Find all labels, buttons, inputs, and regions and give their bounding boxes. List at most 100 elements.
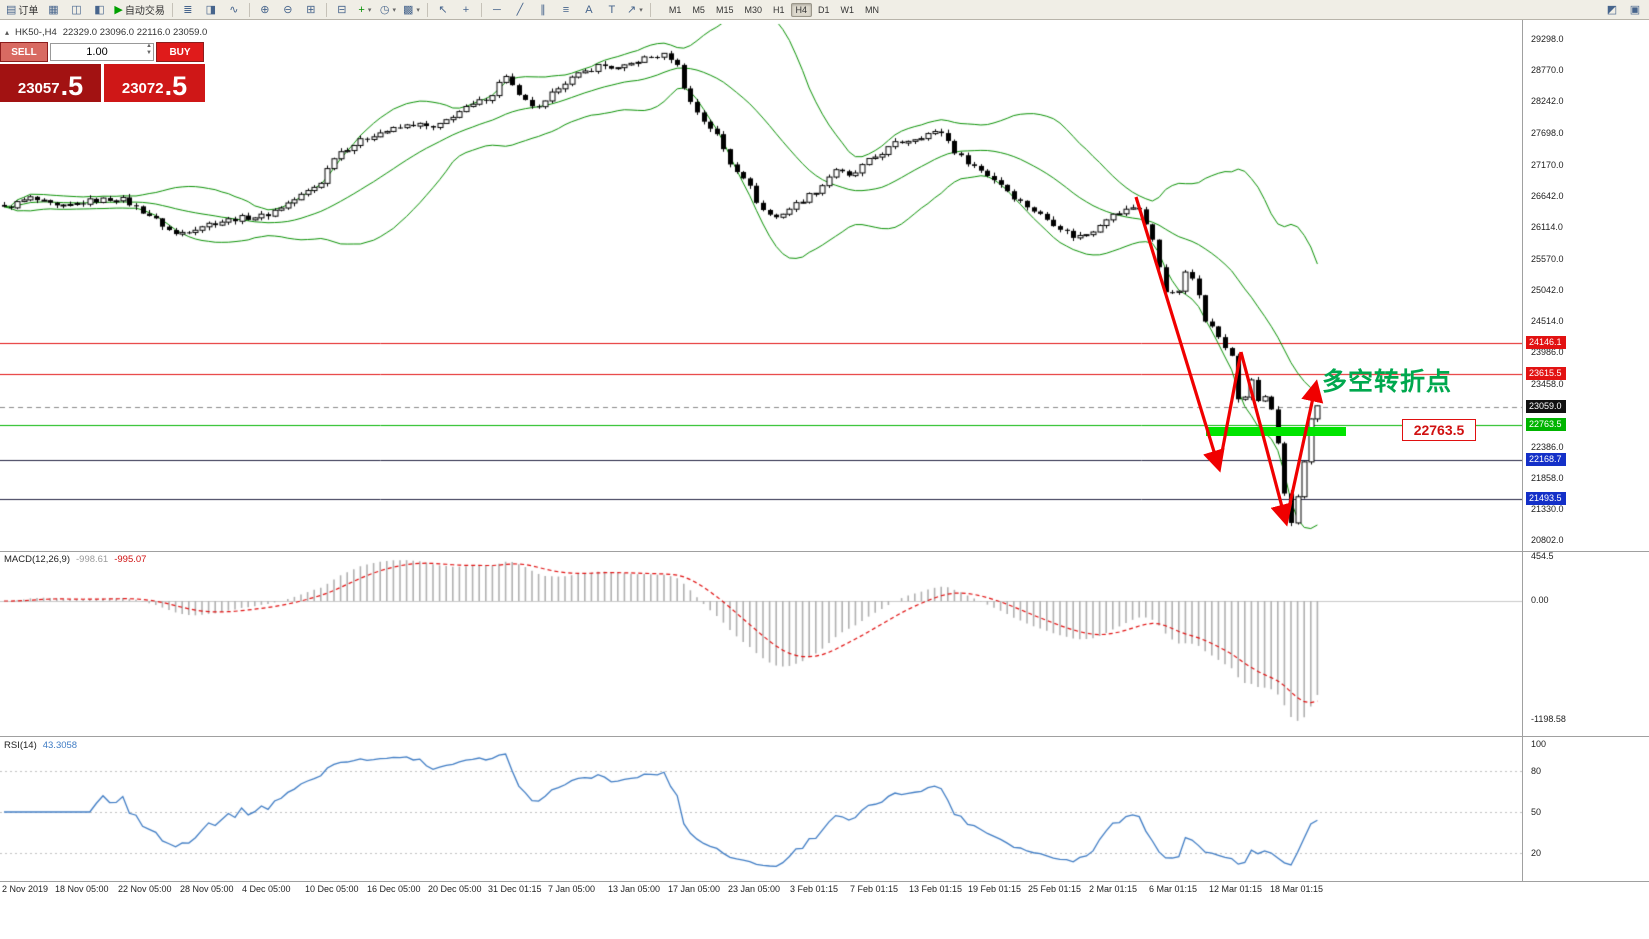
price-axis-label: 22386.0 — [1531, 441, 1564, 452]
zoom-out-button[interactable]: ⊖ — [277, 1, 299, 19]
channel-button[interactable]: ∥ — [532, 1, 554, 19]
sell-button[interactable]: SELL — [0, 42, 48, 62]
timeframe-mn-button[interactable]: MN — [865, 4, 880, 15]
level-price-label[interactable]: 22763.5 — [1402, 419, 1476, 441]
zoom-in-button[interactable]: ⊕ — [254, 1, 276, 19]
buy-button[interactable]: BUY — [156, 42, 204, 62]
navigator-button[interactable]: ◧ — [88, 1, 110, 19]
dropdown-arrow-icon: ▾ — [367, 6, 372, 14]
spinner-down-icon[interactable]: ▼ — [146, 50, 152, 56]
one-click-trade-panel: SELL ▲▼ BUY 23057.5 23072.5 — [0, 42, 208, 102]
channel-icon: ∥ — [540, 3, 546, 16]
indicators-button[interactable]: + ▾ — [354, 1, 376, 19]
autotrade-button[interactable]: ▶ 自动交易 — [111, 1, 167, 19]
macd-scale-top: 454.5 — [1531, 551, 1554, 561]
price-scale: 454.5 0.00 -1198.58 29298.0 28770.0 28242.… — [1526, 0, 1648, 939]
spinner-up-icon[interactable]: ▲ — [146, 43, 152, 49]
price-axis-badge: 22763.5 — [1526, 417, 1566, 431]
data-window-icon: ◫ — [71, 3, 82, 16]
price-axis-badge: 23059.0 — [1526, 400, 1566, 414]
template-button[interactable]: ▩ ▾ — [400, 1, 423, 19]
data-window-button[interactable]: ◫ — [65, 1, 87, 19]
candlestick-chart-button[interactable]: ◨ — [200, 1, 222, 19]
line-chart-button[interactable]: ∿ — [223, 1, 245, 19]
arrows-icon: ↗ — [627, 3, 637, 16]
market-watch-button[interactable]: ▦ — [42, 1, 64, 19]
terminal-button[interactable]: ◩ — [1601, 1, 1623, 19]
symbol-marker-icon: ▴ — [5, 28, 10, 37]
price-axis-label: 23986.0 — [1531, 347, 1564, 358]
horizontal-line-button[interactable]: ─ — [486, 1, 508, 19]
time-axis-label: 20 Dec 05:00 — [428, 884, 482, 894]
timeframe-buttons-group: M1 M5 M15 M30 H1 H4 D1 W1 MN — [664, 2, 884, 17]
text-button[interactable]: A — [578, 1, 600, 19]
tile-windows-icon: ⊟ — [337, 3, 347, 16]
time-axis-label: 2 Nov 2019 — [2, 884, 49, 894]
timeframe-h1-button[interactable]: H1 — [772, 4, 785, 15]
price-axis-label: 28770.0 — [1531, 65, 1564, 76]
crosshair-button[interactable]: + — [455, 1, 477, 19]
turning-point-annotation[interactable]: 多空转折点 — [1322, 368, 1453, 396]
timeframe-h4-button[interactable]: H4 — [790, 2, 813, 17]
new-order-button[interactable]: ▤ 订单 — [3, 1, 41, 19]
time-axis-label: 13 Feb 01:15 — [909, 884, 963, 894]
price-axis-badge: 22168.7 — [1526, 452, 1566, 466]
rsi-scale-label: 20 — [1531, 847, 1542, 858]
sell-price-display[interactable]: 23057.5 — [0, 64, 101, 102]
buy-price-display[interactable]: 23072.5 — [104, 64, 205, 102]
panel-separator[interactable] — [0, 736, 1649, 737]
timeframe-m5-button[interactable]: M5 — [692, 4, 705, 15]
label-button[interactable]: T — [601, 1, 623, 19]
time-axis-label: 6 Mar 01:15 — [1149, 884, 1198, 894]
price-chart-canvas[interactable] — [0, 20, 1522, 883]
time-axis-label: 2 Mar 01:15 — [1089, 884, 1138, 894]
dropdown-arrow-icon: ▾ — [416, 6, 420, 14]
candlestick-chart-icon: ◨ — [205, 3, 217, 16]
volume-input[interactable] — [50, 43, 154, 61]
timeframe-m15-button[interactable]: M15 — [715, 4, 734, 15]
macd-name: MACD(12,26,9) — [4, 554, 70, 565]
toolbar-separator — [325, 2, 327, 17]
chat-icon: ▣ — [1629, 3, 1641, 16]
toolbar-buttons-group: ▤ 订单 ▦ ◫ ◧ ▶ 自动交易 ≣ ◨ ∿ ⊕ ⊖ ⊞ ⊟ + ▾ ◷ ▾ ▩ ▾ ↖ + ─ ╱ ∥ ≡ A T ↗ ▾ — [3, 1, 654, 19]
rsi-scale-label: 50 — [1531, 807, 1542, 817]
time-axis-label: 22 Nov 05:00 — [118, 884, 172, 894]
macd-main-value: -998.61 — [76, 554, 109, 565]
macd-signal-value: -995.07 — [114, 554, 147, 565]
fibonacci-button[interactable]: ≡ — [555, 1, 577, 19]
time-axis-label: 18 Nov 05:00 — [55, 884, 109, 894]
timeframe-w1-button[interactable]: W1 — [840, 4, 855, 15]
arrows-button[interactable]: ↗ ▾ — [624, 1, 646, 19]
toolbar: ▤ 订单 ▦ ◫ ◧ ▶ 自动交易 ≣ ◨ ∿ ⊕ ⊖ ⊞ ⊟ + ▾ ◷ ▾ ▩ ▾ ↖ + ─ ╱ ∥ ≡ A T ↗ ▾ M1 M5 M… — [0, 0, 1649, 20]
time-axis-label: 4 Dec 05:00 — [242, 884, 291, 894]
time-axis[interactable]: 2 Nov 2019 18 Nov 05:00 22 Nov 05:00 28 Nov… — [0, 884, 1649, 898]
time-axis-label: 3 Feb 01:15 — [790, 884, 839, 894]
grid-button[interactable]: ⊞ — [300, 1, 322, 19]
timeframe-d1-button[interactable]: D1 — [818, 4, 830, 15]
support-zone-bar[interactable] — [1206, 427, 1346, 436]
timeframe-m1-button[interactable]: M1 — [668, 4, 682, 15]
sell-price-main: 23057 — [17, 80, 60, 97]
time-axis-label: 18 Mar 01:15 — [1270, 884, 1324, 894]
new-order-icon: ▤ — [6, 3, 17, 16]
label-icon: T — [608, 3, 616, 16]
indicators-icon: + — [358, 3, 365, 16]
chat-button[interactable]: ▣ — [1624, 1, 1646, 19]
rsi-indicator-label: RSI(14) 43.3058 — [4, 740, 77, 751]
rsi-name: RSI(14) — [4, 740, 37, 751]
price-axis-badge: 21493.5 — [1526, 492, 1566, 506]
period-button[interactable]: ◷ ▾ — [377, 1, 399, 19]
trendline-button[interactable]: ╱ — [509, 1, 531, 19]
bar-chart-button[interactable]: ≣ — [177, 1, 199, 19]
timeframe-m30-button[interactable]: M30 — [744, 4, 762, 15]
panel-separator[interactable] — [0, 551, 1649, 552]
time-axis-label: 25 Feb 01:15 — [1028, 884, 1082, 894]
navigator-icon: ◧ — [94, 3, 105, 16]
tile-windows-button[interactable]: ⊟ — [331, 1, 353, 19]
crosshair-icon: + — [462, 3, 470, 16]
price-axis-label: 26642.0 — [1531, 190, 1564, 201]
cursor-button[interactable]: ↖ — [432, 1, 454, 19]
macd-scale-bottom: -1198.58 — [1531, 714, 1566, 724]
time-axis-label: 19 Feb 01:15 — [968, 884, 1022, 894]
text-icon: A — [585, 3, 593, 16]
